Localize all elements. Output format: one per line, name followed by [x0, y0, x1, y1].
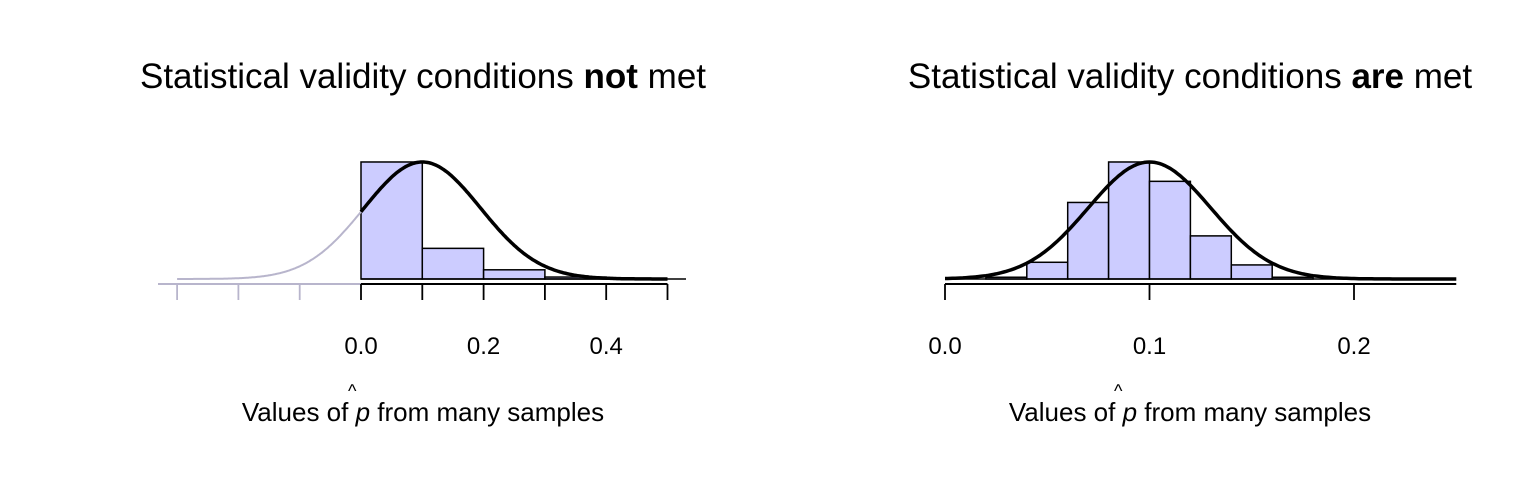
chart-title: Statistical validity conditions are met	[908, 57, 1472, 96]
histogram-bar	[1107, 161, 1151, 280]
x-tick-label: 0.1	[1133, 333, 1166, 360]
histogram-bar	[1148, 180, 1192, 280]
histogram-bar	[1230, 264, 1273, 280]
histogram-bar	[1189, 235, 1233, 280]
panel-not-met: Statistical validity conditions not met …	[140, 57, 706, 427]
chart-title: Statistical validity conditions not met	[140, 57, 706, 96]
x-tick-label: 0.2	[467, 333, 500, 360]
histogram-bar	[1026, 261, 1069, 280]
x-axis-label: Values of p from many samples	[242, 397, 604, 427]
x-tick-label: 0.4	[590, 333, 623, 360]
normal-curve-outside	[177, 211, 362, 280]
x-tick-label: 0.0	[344, 333, 377, 360]
normal-curve	[359, 160, 668, 281]
p-hat-accent: ^	[1114, 381, 1123, 401]
x-tick-label: 0.2	[1337, 333, 1370, 360]
x-tick-label: 0.0	[928, 333, 961, 360]
p-hat-accent: ^	[348, 381, 357, 401]
histogram-bar	[360, 161, 424, 280]
x-axis-label: Values of p from many samples	[1009, 397, 1371, 427]
panel-are-met: Statistical validity conditions are met …	[908, 57, 1472, 427]
normal-curve	[945, 160, 1457, 281]
histogram-bar	[482, 269, 546, 280]
histogram-bar	[421, 247, 485, 280]
histogram-bar	[1066, 201, 1110, 280]
